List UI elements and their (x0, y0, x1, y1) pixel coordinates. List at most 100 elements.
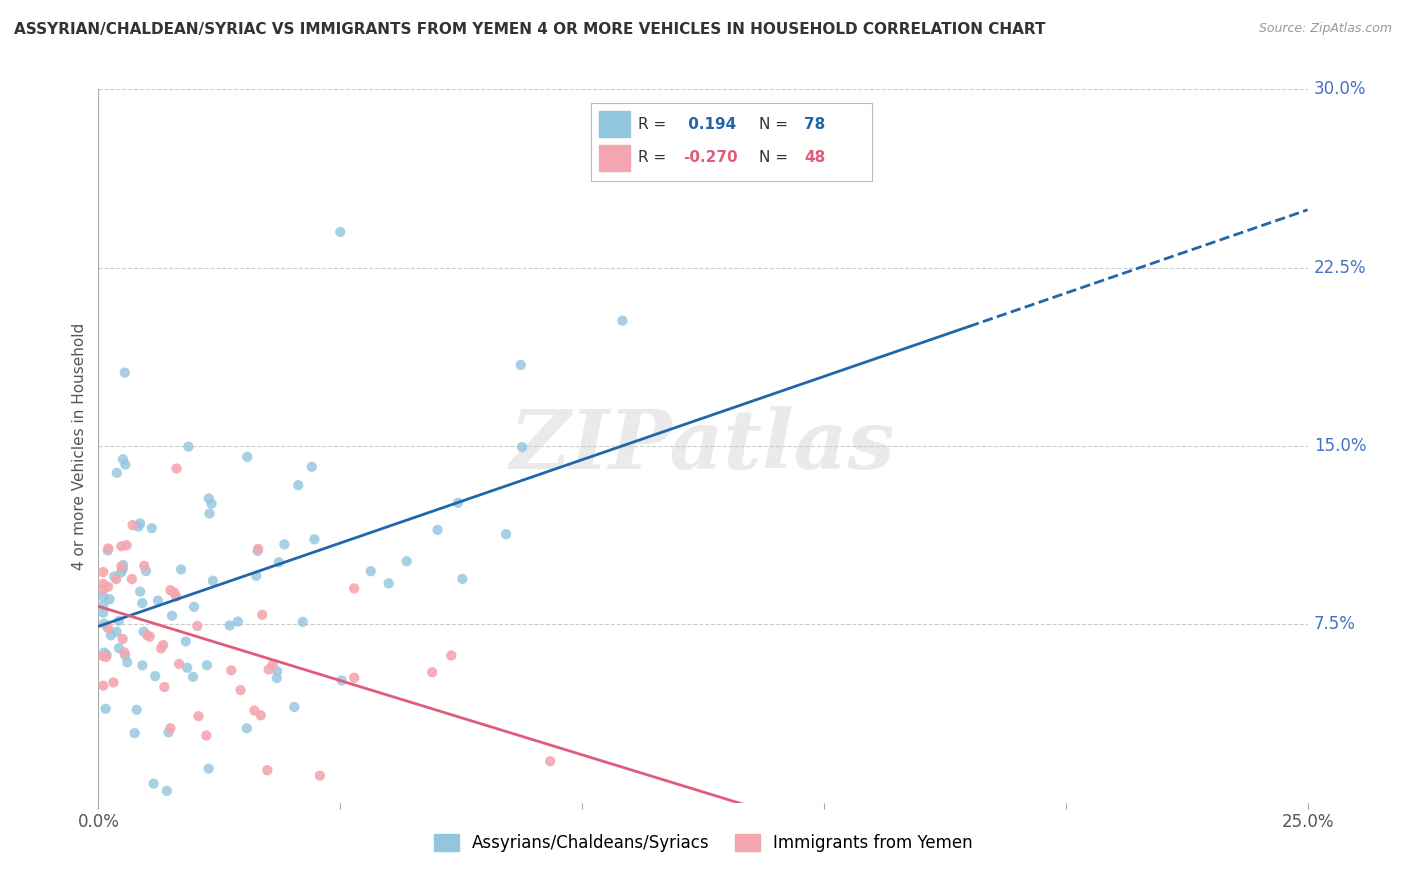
Point (246, 544, 269, 558)
Point (129, 584, 152, 599)
Point (163, 585, 186, 599)
Point (97, 541, 120, 556)
Point (291, 615, 314, 629)
Point (97, 621, 120, 635)
Point (108, 641, 131, 656)
Legend: Assyrians/Chaldeans/Syriacs, Immigrants from Yemen: Assyrians/Chaldeans/Syriacs, Immigrants … (427, 827, 979, 859)
Point (97, 580, 120, 594)
Point (153, 680, 176, 694)
Point (287, 478, 309, 492)
Point (509, 358, 531, 372)
Point (612, 314, 634, 328)
Point (283, 700, 305, 714)
Point (121, 572, 143, 586)
Point (195, 729, 218, 743)
Point (138, 630, 160, 644)
Point (343, 671, 366, 685)
Point (243, 704, 266, 718)
Point (108, 614, 131, 628)
Point (167, 657, 190, 671)
Point (308, 769, 330, 783)
Text: 15.0%: 15.0% (1313, 437, 1367, 455)
Point (159, 721, 181, 735)
Point (174, 634, 197, 648)
Point (150, 641, 173, 656)
Point (111, 452, 134, 467)
Point (166, 461, 188, 475)
Point (395, 554, 418, 568)
Point (245, 568, 267, 582)
Point (91, 565, 114, 579)
Point (218, 618, 240, 632)
Point (103, 675, 125, 690)
Point (236, 722, 259, 736)
Point (91, 582, 114, 597)
Point (110, 566, 132, 580)
Point (129, 516, 152, 531)
Point (538, 754, 561, 768)
Point (105, 466, 128, 480)
Point (146, 593, 169, 607)
Point (440, 648, 463, 663)
Point (111, 562, 134, 576)
Point (198, 491, 221, 506)
Point (186, 619, 208, 633)
Point (96, 648, 118, 662)
Text: 48: 48 (804, 151, 825, 165)
Point (510, 440, 533, 454)
Point (114, 366, 136, 380)
Point (93, 616, 115, 631)
Point (127, 519, 149, 533)
Point (131, 658, 153, 673)
Point (195, 658, 218, 673)
Point (111, 632, 134, 646)
Point (200, 497, 222, 511)
Point (141, 521, 163, 535)
Point (91, 590, 114, 604)
Point (229, 683, 252, 698)
Point (91, 599, 114, 613)
Point (93, 646, 115, 660)
Point (110, 539, 132, 553)
Point (91, 679, 114, 693)
Point (262, 657, 284, 672)
Bar (599, 112, 630, 137)
Point (420, 665, 443, 680)
Point (136, 628, 159, 642)
Text: 78: 78 (804, 117, 825, 132)
Text: 22.5%: 22.5% (1313, 259, 1367, 277)
Point (198, 507, 221, 521)
Point (201, 574, 224, 588)
Point (495, 527, 517, 541)
Point (117, 656, 139, 670)
Point (176, 661, 198, 675)
Point (219, 664, 242, 678)
Point (114, 648, 136, 663)
Point (304, 533, 326, 547)
Point (267, 555, 290, 569)
Text: 7.5%: 7.5% (1313, 615, 1355, 633)
Point (114, 458, 136, 472)
Point (343, 582, 366, 596)
Text: 30.0%: 30.0% (1313, 80, 1367, 98)
Point (187, 709, 209, 723)
Point (181, 670, 204, 684)
Text: 0.194: 0.194 (683, 117, 737, 132)
Point (142, 776, 165, 790)
Point (247, 541, 270, 556)
Point (121, 518, 143, 533)
Point (330, 673, 353, 688)
Point (256, 763, 278, 777)
Text: R =: R = (638, 151, 666, 165)
Point (112, 645, 135, 659)
Point (105, 572, 128, 586)
Point (105, 624, 128, 639)
Point (152, 638, 174, 652)
Point (98, 592, 121, 607)
Point (110, 559, 132, 574)
Point (96, 649, 118, 664)
Point (301, 459, 323, 474)
Text: ASSYRIAN/CHALDEAN/SYRIAC VS IMMIGRANTS FROM YEMEN 4 OR MORE VEHICLES IN HOUSEHOL: ASSYRIAN/CHALDEAN/SYRIAC VS IMMIGRANTS F… (14, 22, 1046, 37)
Point (177, 440, 200, 454)
Point (236, 450, 259, 464)
